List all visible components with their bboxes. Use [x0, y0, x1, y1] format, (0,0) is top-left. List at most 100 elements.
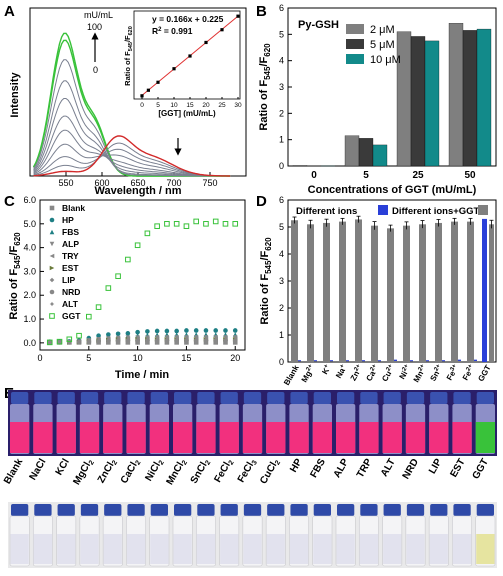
- category-label: Blank: [282, 363, 301, 387]
- data-point: [96, 333, 101, 339]
- category-label: Zn2+: [349, 363, 365, 382]
- data-point: [144, 230, 151, 237]
- inset-point: [236, 14, 240, 18]
- data-point: [125, 256, 131, 263]
- x-tick-label: 700: [166, 178, 181, 188]
- category-label: 0: [311, 170, 317, 181]
- legend-label: ALP: [62, 239, 79, 249]
- bar-ions-ggt: [339, 221, 346, 362]
- legend-marker: [49, 241, 55, 247]
- vial-cap: [430, 504, 448, 516]
- bar-ions: [482, 218, 487, 362]
- data-point: [173, 221, 180, 227]
- vial-cap: [127, 504, 145, 516]
- vial-liquid: [33, 534, 53, 564]
- vial-liquid: [196, 534, 216, 564]
- vial-cap: [476, 504, 494, 516]
- vial-cap: [34, 504, 52, 516]
- legend-marker: [49, 217, 55, 223]
- vial-cap: [150, 392, 168, 404]
- data-point: [184, 338, 189, 344]
- vial-liquid: [243, 534, 262, 564]
- vial-label: MgCl2: [71, 457, 96, 488]
- panel-b-xlabel: Concentrations of GGT (mU/mL): [308, 184, 477, 196]
- inset-point: [204, 40, 208, 45]
- bar: [396, 31, 412, 167]
- panel-c: C 0.0 1.0 2.0 3.0 4.0 5.0 6.0 0 5 10 15 20 Blank HP F…: [4, 193, 246, 381]
- vial-label: NRD: [401, 457, 421, 481]
- vial-label: MnCl2: [165, 457, 190, 488]
- y-tick-label: 2: [279, 303, 284, 313]
- vial-liquid: [173, 422, 193, 453]
- vial-cap: [290, 504, 308, 516]
- vial-label: NiCl2: [143, 457, 165, 484]
- legend-marker: [49, 265, 55, 271]
- bar-ions-ggt: [419, 224, 426, 362]
- data-point: [145, 329, 150, 334]
- vial-liquid: [313, 534, 332, 564]
- data-point: [223, 328, 228, 333]
- bar-ions: [362, 360, 365, 362]
- x-tick-label: 750: [202, 178, 217, 188]
- legend-marker: [49, 253, 55, 259]
- data-point: [174, 328, 179, 334]
- conc-max: 100: [87, 22, 102, 32]
- bar: [424, 40, 440, 167]
- legend-marker: [49, 205, 55, 211]
- vial-label: LIP: [427, 457, 444, 476]
- bar-ions-ggt: [489, 224, 494, 362]
- legend-swatch: [346, 39, 364, 49]
- panel-a-xlabel: Wavelength / nm: [95, 185, 182, 197]
- inset-x-tick-label: 30: [234, 102, 242, 109]
- vial-label: NaCl: [28, 457, 49, 482]
- legend-label: EST: [62, 263, 79, 273]
- category-label: Ca2+: [364, 363, 381, 383]
- vial-liquid: [266, 534, 285, 564]
- vial-liquid: [56, 422, 76, 453]
- bar-ions: [474, 359, 477, 361]
- panel-d: D 0 1 2 3 4 5 6 Blank Mg2+ K+Na+Zn2+Ca2+Cu2+Ni2+M…: [256, 193, 497, 387]
- data-point: [125, 338, 131, 344]
- vial-liquid: [383, 534, 402, 564]
- vial-liquid: [359, 422, 379, 453]
- panel-d-bars: [291, 215, 494, 362]
- category-label: 50: [464, 170, 476, 181]
- data-point: [145, 338, 150, 344]
- data-point: [164, 338, 170, 344]
- data-point: [193, 338, 199, 344]
- legend-label: 10 μM: [370, 54, 401, 66]
- data-point: [57, 340, 62, 345]
- vial-label: CuCl2: [258, 457, 282, 487]
- vial-cap: [337, 392, 355, 404]
- vial-label: KCl: [54, 457, 72, 478]
- legend-marker: [49, 301, 55, 307]
- legend-label: Blank: [62, 203, 85, 213]
- inset-point: [172, 67, 176, 71]
- vial-liquid: [405, 422, 426, 453]
- data-point: [183, 223, 190, 229]
- bar-ions: [330, 360, 333, 362]
- vial-cap: [104, 504, 122, 516]
- inset-r2: R2 = 0.991: [152, 26, 193, 36]
- panel-a-ylabel: Intensity: [9, 72, 21, 118]
- vial-cap: [313, 392, 331, 404]
- vial-cap: [360, 392, 378, 404]
- y-tick-label: 5.0: [23, 219, 36, 229]
- data-point: [76, 332, 82, 339]
- y-tick-label: 1: [279, 330, 284, 340]
- data-point: [203, 335, 209, 340]
- panel-c-xlabel: Time / min: [115, 369, 169, 381]
- vial-cap: [383, 392, 401, 404]
- inset-x-tick-label: 0: [140, 102, 144, 109]
- panel-a-inset: 0 5 10 15 20 25 30 y = 0.166x + 0.225 R2 = 0.9…: [123, 10, 242, 118]
- vial-label: ALP: [332, 457, 352, 480]
- data-point: [154, 338, 160, 344]
- vial-liquid: [10, 534, 29, 564]
- data-point: [154, 335, 160, 340]
- vial-cap: [383, 504, 401, 516]
- category-label: GGT: [476, 363, 493, 383]
- bar: [306, 165, 322, 167]
- conc-min: 0: [93, 65, 98, 75]
- data-point: [164, 328, 170, 334]
